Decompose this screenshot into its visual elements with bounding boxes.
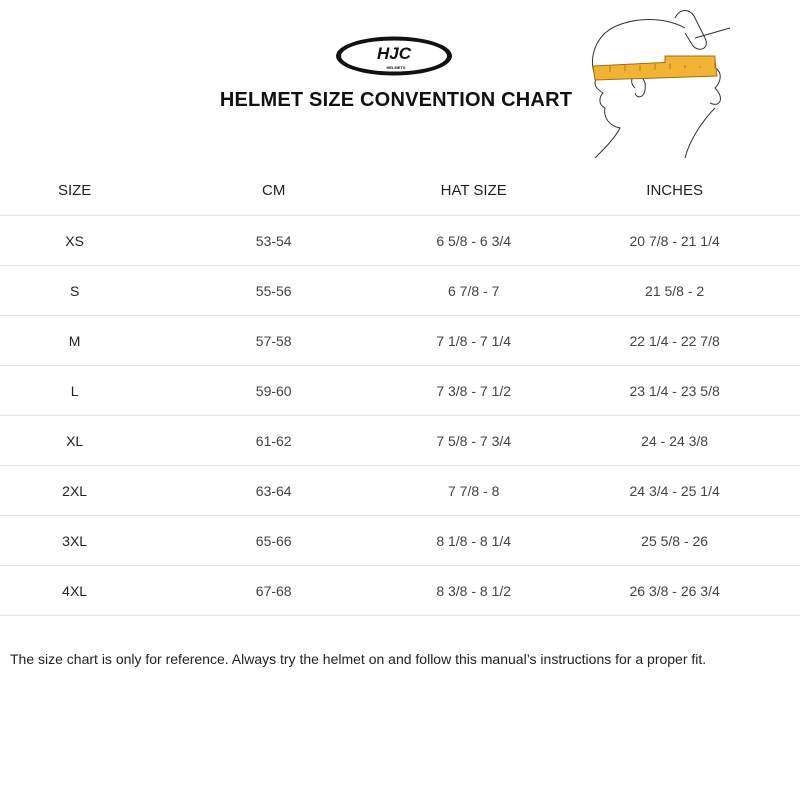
cell-cm: 53-54 xyxy=(149,215,399,266)
cell-cm: 67-68 xyxy=(149,565,399,616)
header-hat-size: HAT SIZE xyxy=(440,181,507,199)
cell-size: S xyxy=(0,265,150,316)
table-row: 4XL 67-68 8 3/8 - 8 1/2 26 3/8 - 26 3/4 xyxy=(0,565,800,616)
cell-cm: 61-62 xyxy=(149,415,399,466)
table-row: XL 61-62 7 5/8 - 7 3/4 24 - 24 3/8 xyxy=(0,415,800,466)
cell-hat-size: 7 3/8 - 7 1/2 xyxy=(398,365,550,416)
cell-size: 4XL xyxy=(0,565,150,616)
cell-inches: 20 7/8 - 21 1/4 xyxy=(549,215,800,266)
cell-cm: 59-60 xyxy=(149,365,399,416)
table-row: L 59-60 7 3/8 - 7 1/2 23 1/4 - 23 5/8 xyxy=(0,365,800,416)
table-row: 3XL 65-66 8 1/8 - 8 1/4 25 5/8 - 26 xyxy=(0,515,800,566)
table-row: M 57-58 7 1/8 - 7 1/4 22 1/4 - 22 7/8 xyxy=(0,315,800,366)
cell-inches: 21 5/8 - 2 xyxy=(549,265,800,316)
cell-inches: 23 1/4 - 23 5/8 xyxy=(549,365,800,416)
header-size: SIZE xyxy=(57,181,92,199)
cell-size: M xyxy=(0,315,150,366)
cell-hat-size: 7 7/8 - 8 xyxy=(398,465,550,516)
table-row: XS 53-54 6 5/8 - 6 3/4 20 7/8 - 21 1/4 xyxy=(0,215,800,266)
logo-text: HJC xyxy=(377,44,412,63)
header-cm: CM xyxy=(262,181,286,199)
cell-hat-size: 7 5/8 - 7 3/4 xyxy=(398,415,550,466)
cell-inches: 22 1/4 - 22 7/8 xyxy=(549,315,800,366)
cell-size: L xyxy=(0,365,150,416)
cell-size: 3XL xyxy=(0,515,150,566)
hjc-logo: HJC HELMETS xyxy=(336,36,452,76)
size-chart-table: SIZE CM HAT SIZE INCHES XS 53-54 6 5/8 - 6… xyxy=(0,165,800,616)
cell-hat-size: 6 7/8 - 7 xyxy=(398,265,550,316)
cell-hat-size: 6 5/8 - 6 3/4 xyxy=(398,215,550,266)
header-inches: INCHES xyxy=(646,181,703,199)
cell-inches: 26 3/8 - 26 3/4 xyxy=(549,565,800,616)
cell-inches: 24 3/4 - 25 1/4 xyxy=(549,465,800,516)
cell-hat-size: 7 1/8 - 7 1/4 xyxy=(398,315,550,366)
cell-inches: 24 - 24 3/8 xyxy=(549,415,800,466)
logo-subtext: HELMETS xyxy=(386,65,405,70)
table-header-row: SIZE CM HAT SIZE INCHES xyxy=(0,165,800,216)
reference-note: The size chart is only for reference. Al… xyxy=(10,651,707,667)
page-title: HELMET SIZE CONVENTION CHART xyxy=(219,89,573,111)
table-row: S 55-56 6 7/8 - 7 21 5/8 - 2 xyxy=(0,265,800,316)
cell-size: 2XL xyxy=(0,465,150,516)
cell-inches: 25 5/8 - 26 xyxy=(549,515,800,566)
cell-cm: 63-64 xyxy=(149,465,399,516)
head-measurement-illustration xyxy=(592,10,731,159)
cell-cm: 65-66 xyxy=(149,515,399,566)
cell-cm: 57-58 xyxy=(149,315,399,366)
cell-hat-size: 8 1/8 - 8 1/4 xyxy=(398,515,550,566)
cell-hat-size: 8 3/8 - 8 1/2 xyxy=(398,565,550,616)
table-row: 2XL 63-64 7 7/8 - 8 24 3/4 - 25 1/4 xyxy=(0,465,800,516)
cell-size: XL xyxy=(0,415,150,466)
cell-cm: 55-56 xyxy=(149,265,399,316)
cell-size: XS xyxy=(0,215,150,266)
